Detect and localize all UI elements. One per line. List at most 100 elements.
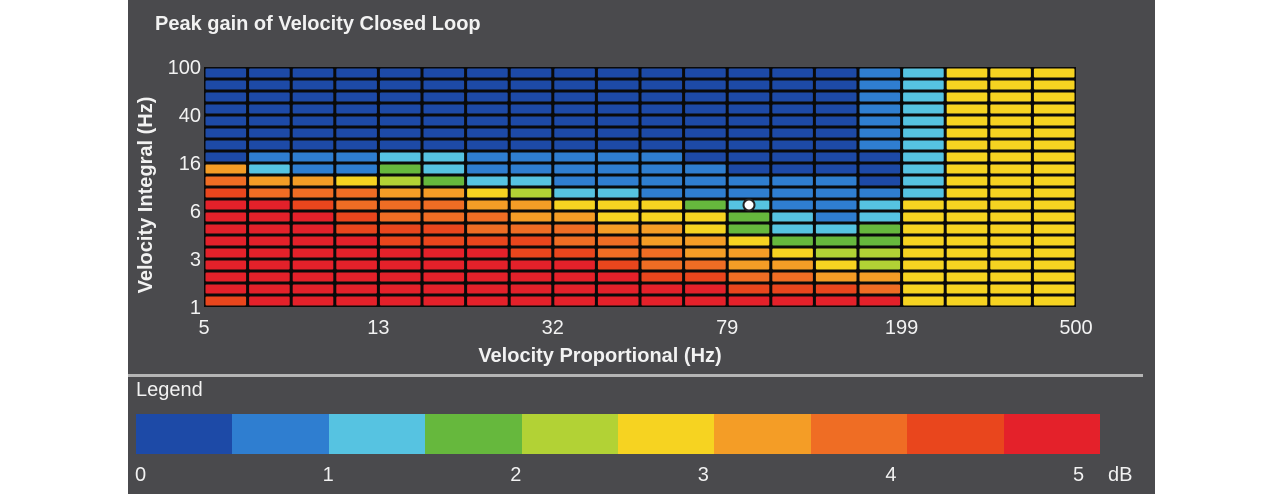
heatmap-cell: [467, 212, 508, 222]
heatmap-cell: [685, 224, 726, 234]
heatmap-cell: [641, 104, 683, 114]
heatmap-cell: [379, 164, 421, 174]
heatmap-cell: [249, 296, 290, 306]
heatmap-cell: [292, 140, 334, 150]
heatmap-cell: [815, 140, 857, 150]
y-tick-label: 16: [179, 153, 201, 175]
heatmap-cell: [815, 164, 857, 174]
heatmap-cell: [336, 128, 377, 138]
heatmap-cell: [728, 128, 770, 138]
heatmap-cell: [205, 296, 247, 306]
heatmap-cell: [510, 260, 552, 270]
heatmap-cell: [772, 212, 813, 222]
heatmap-cell: [554, 236, 595, 246]
heatmap-cell: [597, 212, 639, 222]
heatmap-cell: [292, 104, 334, 114]
heatmap-cell: [554, 188, 595, 198]
heatmap-cell: [903, 224, 944, 234]
heatmap-cell: [641, 176, 683, 186]
heatmap-cell: [685, 164, 726, 174]
heatmap-cell: [903, 68, 944, 78]
heatmap-cell: [990, 140, 1031, 150]
heatmap-cell: [467, 80, 508, 90]
heatmap-cell: [772, 284, 813, 294]
heatmap-cell: [1033, 80, 1075, 90]
heatmap-cell: [990, 248, 1031, 258]
heatmap-cell: [859, 212, 901, 222]
chart-title: Peak gain of Velocity Closed Loop: [155, 13, 481, 35]
x-tick-label: 13: [367, 317, 389, 339]
heatmap-cell: [597, 140, 639, 150]
heatmap-cell: [379, 140, 421, 150]
heatmap-cell: [815, 176, 857, 186]
heatmap-cell: [379, 68, 421, 78]
heatmap-cell: [859, 92, 901, 102]
heatmap-cell: [685, 200, 726, 210]
heatmap-cell: [379, 236, 421, 246]
heatmap-cell: [772, 128, 813, 138]
heatmap-cell: [597, 116, 639, 126]
heatmap-cell: [510, 200, 552, 210]
heatmap-cell: [1033, 104, 1075, 114]
heatmap-cell: [815, 68, 857, 78]
x-tick-label: 32: [542, 317, 564, 339]
heatmap-cell: [1033, 272, 1075, 282]
heatmap-cell: [554, 128, 595, 138]
heatmap-cell: [467, 188, 508, 198]
heatmap-cell: [554, 284, 595, 294]
heatmap-cell: [859, 128, 901, 138]
heatmap-cell: [728, 236, 770, 246]
heatmap-cell: [1033, 116, 1075, 126]
heatmap-cell: [641, 80, 683, 90]
heatmap-cell: [685, 140, 726, 150]
legend-tick-label: 4: [885, 464, 897, 486]
heatmap-cell: [423, 272, 465, 282]
heatmap-cell: [205, 68, 247, 78]
x-axis-label: Velocity Proportional (Hz): [478, 345, 721, 367]
heatmap-cell: [685, 248, 726, 258]
heatmap-cell: [903, 116, 944, 126]
heatmap-cell: [249, 80, 290, 90]
heatmap-cell: [336, 212, 377, 222]
heatmap-cell: [292, 236, 334, 246]
legend-swatch: [810, 414, 908, 454]
heatmap-cell: [205, 128, 247, 138]
heatmap-cell: [946, 296, 988, 306]
heatmap-cell: [859, 200, 901, 210]
heatmap-cell: [903, 248, 944, 258]
heatmap-cell: [728, 80, 770, 90]
heatmap-cell: [205, 176, 247, 186]
heatmap-cell: [728, 68, 770, 78]
heatmap-cell: [685, 116, 726, 126]
heatmap-cell: [728, 296, 770, 306]
heatmap-cell: [946, 164, 988, 174]
heatmap-cell: [205, 80, 247, 90]
legend-unit: dB: [1108, 464, 1133, 486]
heatmap-cell: [249, 248, 290, 258]
heatmap-cell: [685, 272, 726, 282]
heatmap-cell: [946, 140, 988, 150]
heatmap-cell: [815, 260, 857, 270]
heatmap-cell: [292, 224, 334, 234]
legend-swatch: [618, 414, 715, 454]
heatmap-cell: [1033, 164, 1075, 174]
heatmap-cell: [510, 236, 552, 246]
heatmap-cell: [510, 68, 552, 78]
heatmap-cell: [728, 116, 770, 126]
heatmap-cell: [379, 224, 421, 234]
heatmap-cell: [685, 212, 726, 222]
heatmap-cell: [554, 68, 595, 78]
heatmap-cell: [946, 236, 988, 246]
heatmap-cell: [859, 260, 901, 270]
heatmap-cell: [249, 164, 290, 174]
heatmap-cell: [946, 200, 988, 210]
heatmap-cell: [815, 296, 857, 306]
heatmap-cell: [554, 116, 595, 126]
heatmap-cell: [292, 188, 334, 198]
heatmap-cell: [423, 200, 465, 210]
heatmap-cell: [946, 188, 988, 198]
heatmap-cell: [815, 200, 857, 210]
heatmap-cell: [249, 116, 290, 126]
heatmap-cell: [423, 284, 465, 294]
heatmap-cell: [336, 176, 377, 186]
